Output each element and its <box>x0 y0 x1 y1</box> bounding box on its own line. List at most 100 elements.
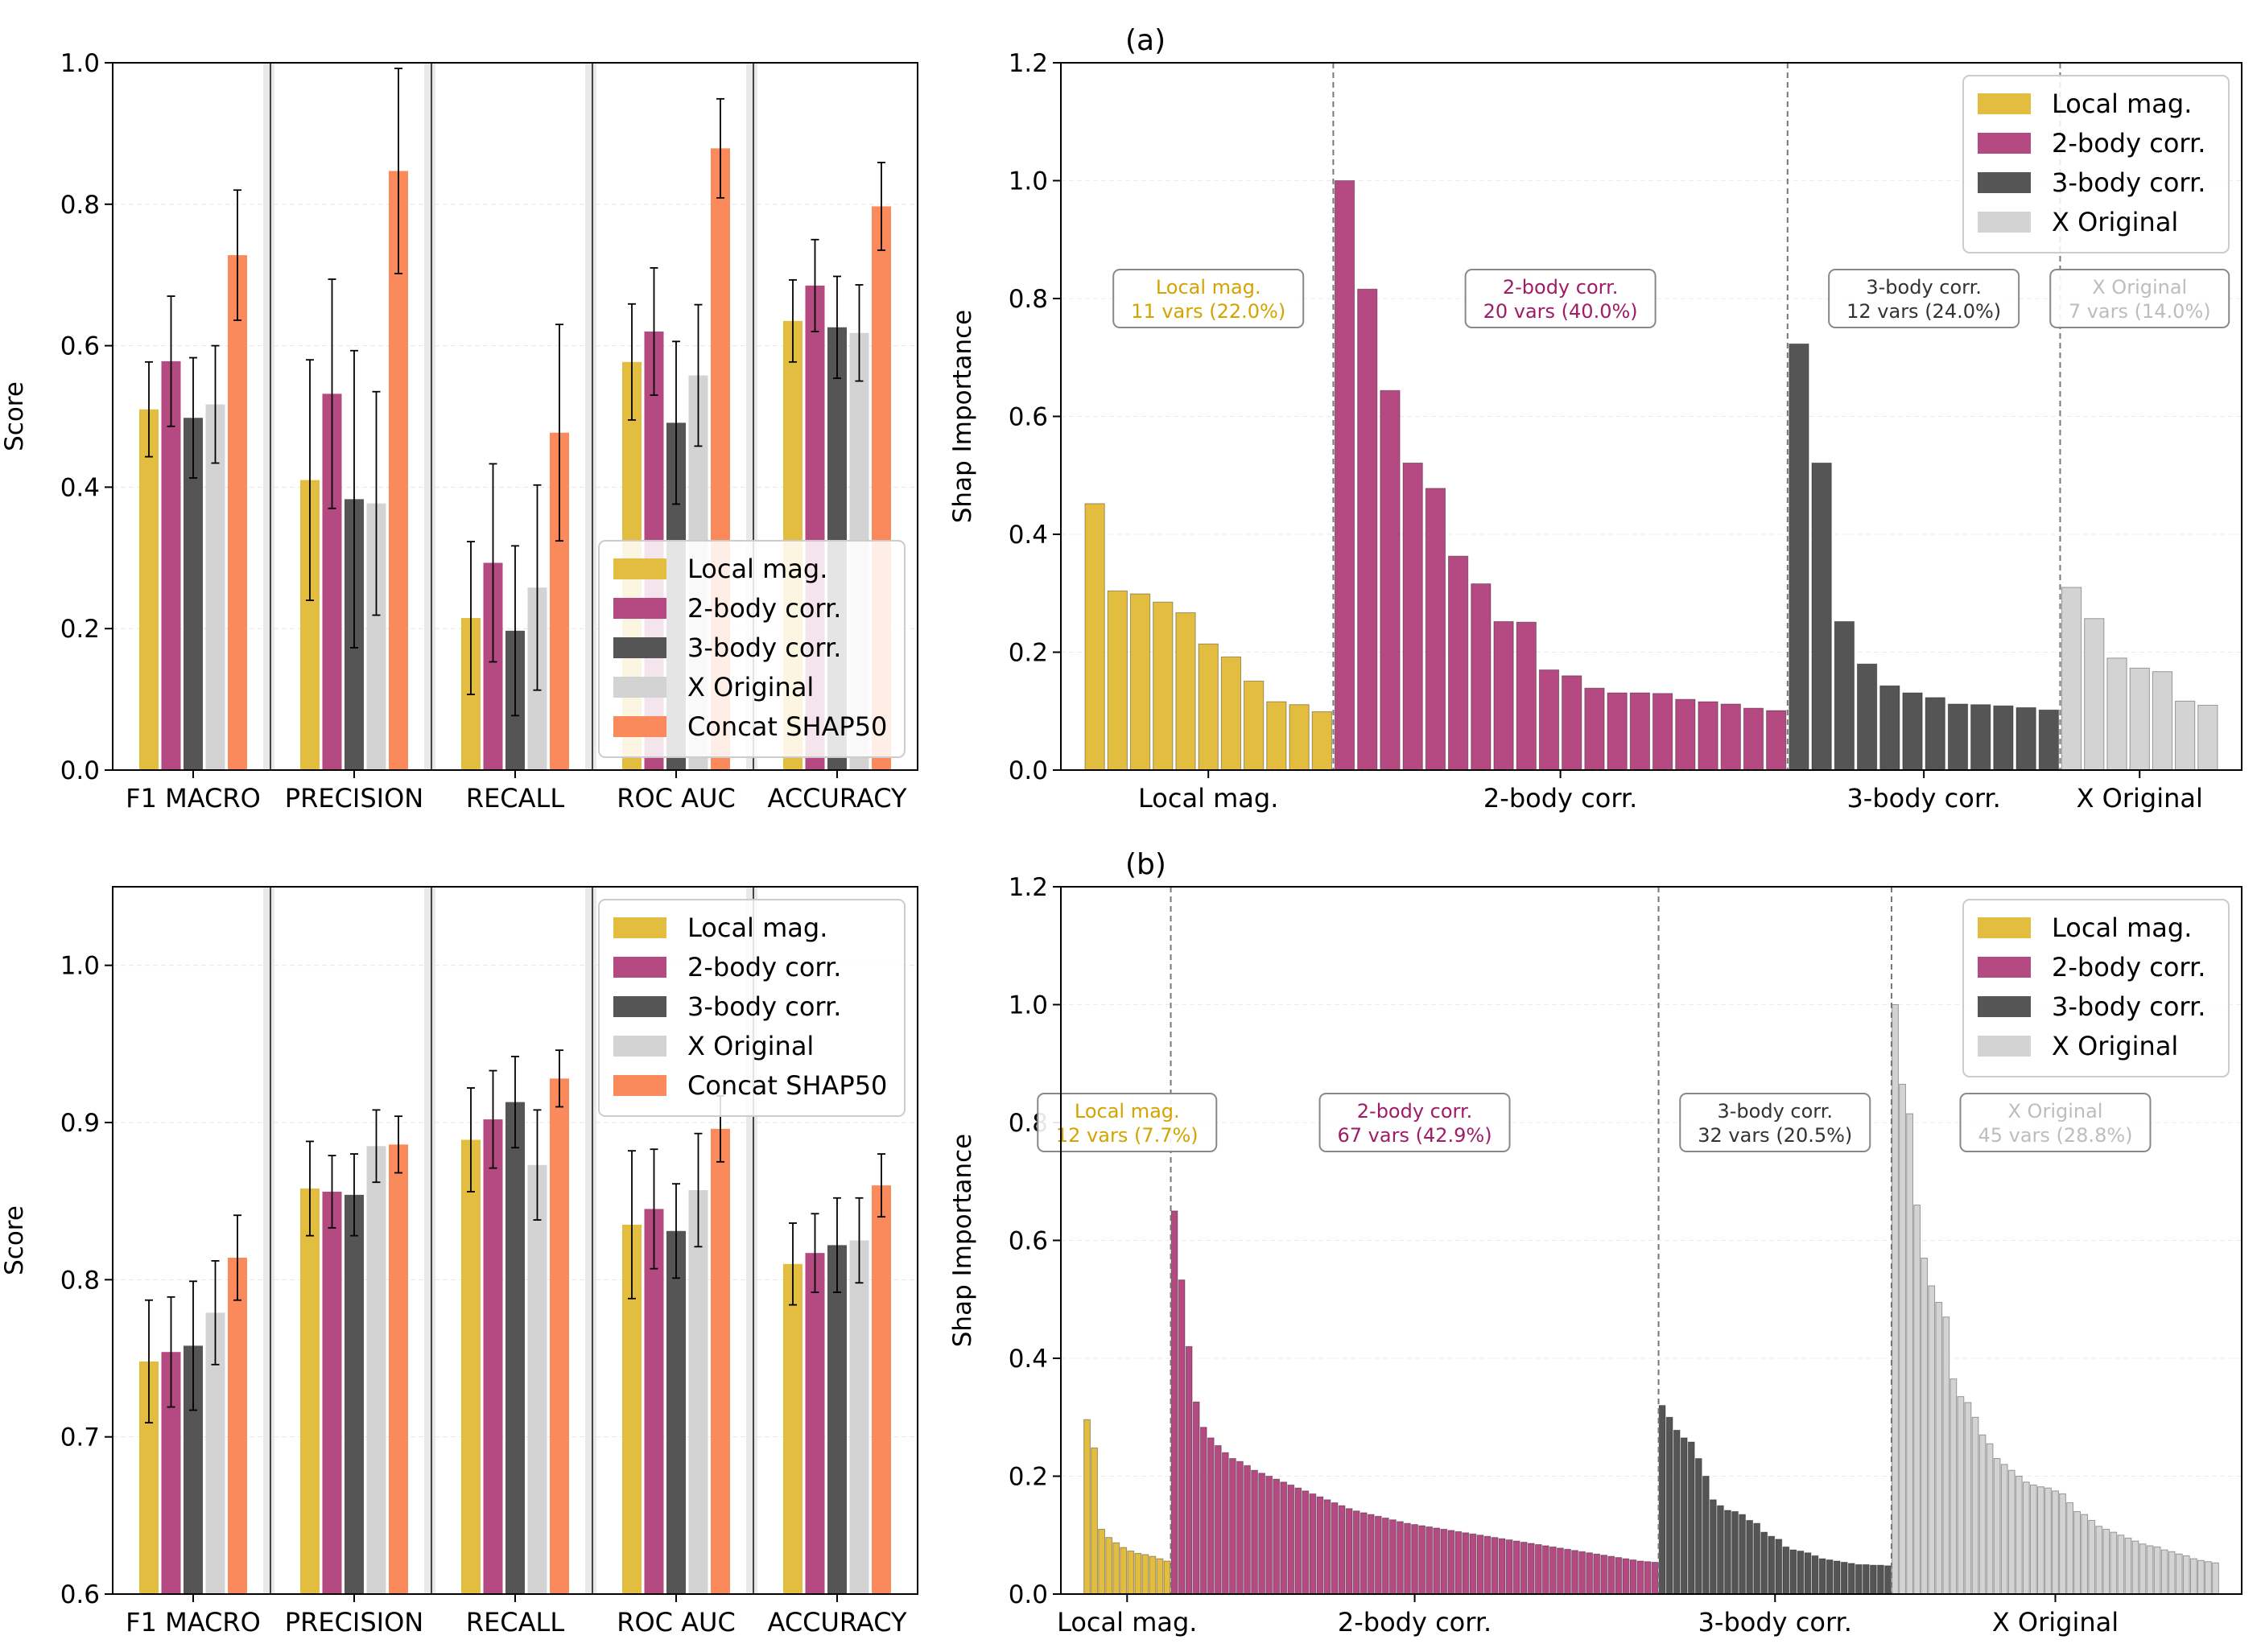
legend: Local mag. 2-body corr. 3-body corr. X Orig… <box>1962 75 2230 253</box>
bar <box>2038 709 2059 771</box>
panel-title: (a) <box>1125 24 1166 57</box>
bar <box>1381 1518 1389 1595</box>
bar <box>1855 1563 1863 1595</box>
y-axis-label: Score <box>0 1205 29 1275</box>
bar <box>1899 1083 1906 1595</box>
category-separator-band <box>263 887 274 1594</box>
bar <box>2073 1510 2082 1595</box>
group-annotation-title: X Original <box>2092 276 2187 299</box>
chart-top-left: 0.0 0.2 0.4 0.6 0.8 1.0 Score F1 MACRO PRECISION… <box>0 49 918 814</box>
bar <box>1593 1553 1601 1595</box>
legend-swatch <box>1978 996 2031 1017</box>
bar <box>2117 1535 2125 1595</box>
bar <box>550 1078 569 1594</box>
bar <box>300 1189 320 1594</box>
bar <box>805 1253 825 1594</box>
bar <box>1947 703 1969 771</box>
bar <box>1175 612 1196 771</box>
group-annotation-box <box>1037 1093 1218 1152</box>
x-tick-label: PRECISION <box>285 783 423 814</box>
bar <box>1127 1551 1135 1595</box>
bar <box>2081 1514 2089 1595</box>
y-tick-label: 0.9 <box>60 1109 100 1138</box>
bar <box>2084 618 2105 771</box>
group-annotation-box <box>1112 269 1305 328</box>
bar <box>1925 697 1945 771</box>
bar <box>2212 1562 2219 1595</box>
legend-swatch <box>613 677 666 698</box>
bar <box>1665 1416 1673 1595</box>
bar <box>2129 667 2150 771</box>
bar <box>1986 1443 1994 1595</box>
panel-title: (b) <box>1125 848 1166 881</box>
legend-swatch <box>613 637 666 658</box>
legend-swatch <box>613 598 666 619</box>
bar <box>1251 1469 1258 1595</box>
x-tick-label: X Original <box>2077 783 2203 814</box>
bar <box>1534 1543 1542 1595</box>
legend-swatch <box>613 917 666 938</box>
bar <box>161 360 181 770</box>
bar <box>1244 1465 1251 1595</box>
legend-label: 3-body corr. <box>687 632 841 663</box>
bar <box>1615 1557 1623 1595</box>
bar <box>1746 1519 1753 1595</box>
legend-label: 2-body corr. <box>687 952 841 983</box>
bar <box>1833 1560 1841 1595</box>
bar <box>2205 1561 2212 1595</box>
bar <box>1789 1549 1797 1595</box>
legend-swatch <box>1978 172 2031 193</box>
bar <box>1170 1210 1178 1595</box>
x-tick-label: ACCURACY <box>767 783 906 814</box>
bar <box>1352 1510 1360 1595</box>
bar <box>1840 1561 1848 1595</box>
bar <box>1287 1484 1295 1595</box>
bar <box>1129 593 1151 771</box>
legend-swatch <box>1978 917 2031 938</box>
bar <box>1826 1559 1834 1595</box>
legend-label: 3-body corr. <box>2052 167 2205 198</box>
bar <box>1185 1345 1193 1595</box>
bar <box>1163 1560 1171 1595</box>
bar <box>1724 1510 1731 1595</box>
bar <box>1229 1458 1236 1595</box>
bar <box>1636 1560 1644 1595</box>
y-tick-label: 0.6 <box>60 332 100 361</box>
group-annotation-count: 12 vars (24.0%) <box>1846 300 2001 323</box>
y-axis-label: Shap Importance <box>948 1134 977 1348</box>
y-tick-label: 1.0 <box>60 49 100 78</box>
bar <box>1571 1550 1578 1595</box>
bar <box>1273 1478 1281 1595</box>
legend: Local mag. 2-body corr. 3-body corr. X Orig… <box>598 540 906 758</box>
bar <box>1134 1552 1142 1595</box>
bar <box>1739 1514 1746 1595</box>
bar <box>1505 1539 1513 1595</box>
bar <box>2110 1531 2118 1595</box>
group-annotation-box <box>1679 1093 1871 1152</box>
bar <box>2197 704 2218 771</box>
legend-label: Concat SHAP50 <box>687 711 887 742</box>
category-separator-band <box>585 887 596 1594</box>
legend: Local mag. 2-body corr. 3-body corr. X Orig… <box>598 899 906 1117</box>
bar <box>1380 389 1401 771</box>
legend: Local mag. 2-body corr. 3-body corr. X Orig… <box>1962 899 2230 1077</box>
legend-label: X Original <box>2052 1031 2178 1061</box>
bar <box>1493 620 1514 771</box>
category-separator-band <box>585 63 596 770</box>
x-tick-label: ROC AUC <box>617 783 736 814</box>
bar <box>1622 1558 1630 1595</box>
legend-label: 3-body corr. <box>2052 991 2205 1022</box>
bar <box>1902 692 1923 771</box>
legend-label: Local mag. <box>2052 913 2192 943</box>
bar <box>1512 1540 1520 1595</box>
bar <box>1316 1496 1324 1595</box>
bar <box>2029 1484 2037 1595</box>
bar <box>1892 1004 1899 1595</box>
bar <box>1877 1564 1884 1595</box>
bar <box>1433 1527 1441 1595</box>
legend-swatch <box>613 996 666 1017</box>
bar <box>1720 703 1741 771</box>
bar <box>1804 1552 1812 1595</box>
group-annotation-box <box>2049 269 2230 328</box>
